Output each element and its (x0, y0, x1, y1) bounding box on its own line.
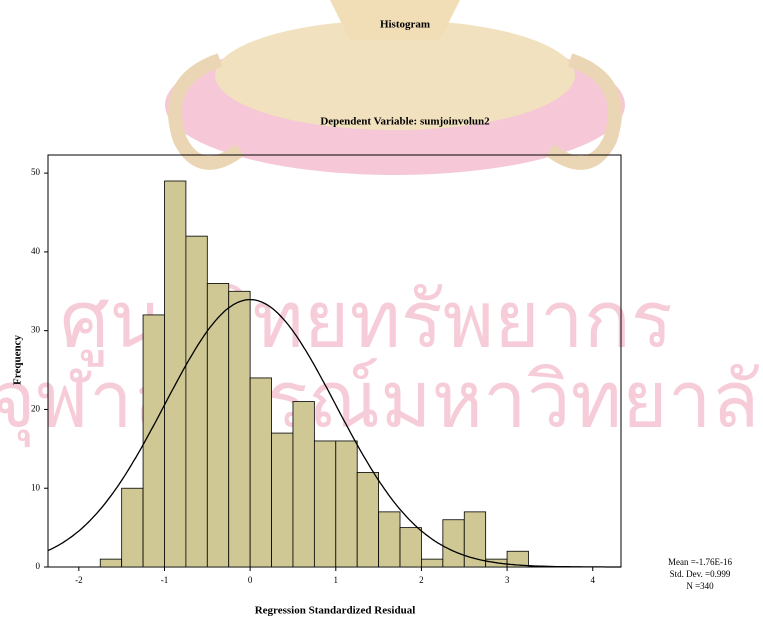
bar (357, 472, 378, 567)
x-axis-label: Regression Standardized Residual (255, 605, 416, 617)
bar (336, 441, 357, 567)
stat-value: -1.76E-16 (696, 557, 733, 567)
stat-text: Std. Dev. =0.999 (670, 569, 731, 579)
y-tick-label: 50 (31, 167, 41, 177)
bar (164, 181, 185, 567)
bar (143, 315, 164, 567)
x-tick-label: -2 (75, 575, 83, 585)
watermark-text: จุฬาลงกรณ์มหาวิทยาลัย (0, 355, 763, 447)
stat-text: Mean =-1.76E-16 (668, 557, 733, 567)
stat-label: Std. Dev. = (670, 569, 711, 579)
stat-label: Mean = (668, 557, 696, 567)
stat-label: N = (686, 581, 700, 591)
bar (122, 488, 143, 567)
y-tick-label: 10 (31, 482, 41, 492)
x-tick-label: 2 (419, 575, 424, 585)
y-tick-label: 0 (36, 561, 41, 571)
bar (379, 512, 400, 567)
y-tick-label: 40 (31, 246, 41, 256)
y-tick-label: 30 (31, 325, 41, 335)
y-tick-label: 20 (31, 404, 41, 414)
bar (400, 528, 421, 567)
bar (186, 236, 207, 567)
x-tick-label: 1 (334, 575, 339, 585)
chart-title: Histogram (380, 19, 430, 31)
chart-subtitle: Dependent Variable: sumjoinvolun2 (320, 116, 490, 128)
bar (314, 441, 335, 567)
bar (229, 291, 250, 567)
bar (293, 402, 314, 567)
bar (272, 433, 293, 567)
bar (250, 378, 271, 567)
x-tick-label: -1 (161, 575, 169, 585)
stat-value: 340 (700, 581, 714, 591)
x-tick-label: 0 (248, 575, 253, 585)
bar (421, 559, 442, 567)
bar (100, 559, 121, 567)
stat-text: N =340 (686, 581, 714, 591)
chart: ศูนย์วิทยทรัพยากร จุฬาลงกรณ์มหาวิทยาลัย … (0, 0, 763, 620)
x-tick-label: 3 (505, 575, 510, 585)
x-tick-label: 4 (590, 575, 595, 585)
bar (443, 520, 464, 567)
y-axis-label: Frequency (12, 335, 24, 385)
stat-value: 0.999 (710, 569, 731, 579)
